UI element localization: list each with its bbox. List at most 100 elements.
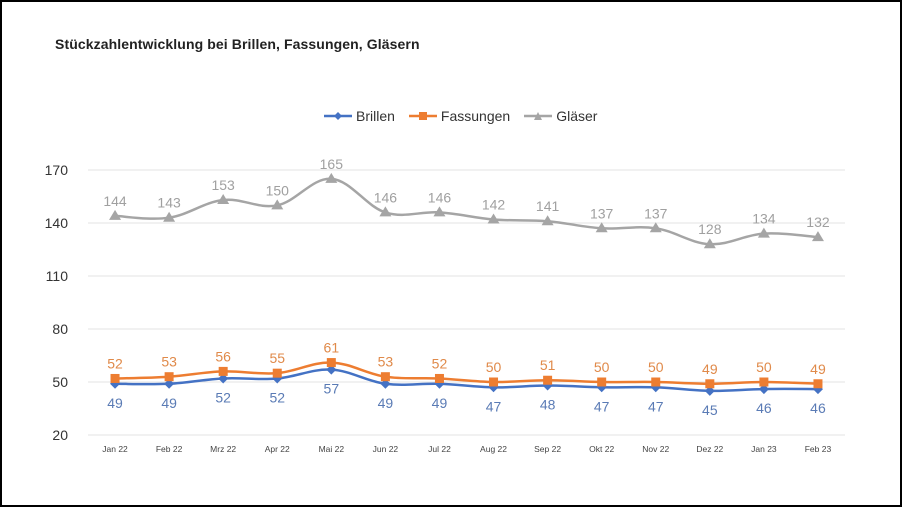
data-label-brillen: 52 xyxy=(215,389,231,405)
data-point-fassungen xyxy=(434,373,444,383)
data-label-fassungen: 49 xyxy=(702,361,718,377)
legend-item-brillen: Brillen xyxy=(324,108,395,124)
x-tick-label: Jun 22 xyxy=(373,444,399,454)
data-point-fassungen xyxy=(651,377,661,387)
data-label-glaeser: 137 xyxy=(590,205,614,221)
y-tick-label: 80 xyxy=(52,321,68,337)
legend-item-glaeser: Gläser xyxy=(524,108,597,124)
data-point-brillen xyxy=(704,385,715,396)
x-tick-label: Dez 22 xyxy=(696,444,723,454)
data-label-brillen: 49 xyxy=(432,395,448,411)
legend: Brillen Fassungen Gläser xyxy=(324,108,597,124)
data-label-glaeser: 165 xyxy=(320,156,344,172)
x-tick-label: Mrz 22 xyxy=(210,444,236,454)
data-point-brillen xyxy=(758,384,769,395)
data-label-glaeser: 153 xyxy=(211,177,235,193)
data-label-brillen: 49 xyxy=(161,395,177,411)
data-label-fassungen: 50 xyxy=(486,359,502,375)
data-label-glaeser: 132 xyxy=(806,214,830,230)
data-point-fassungen xyxy=(759,377,769,387)
data-point-fassungen xyxy=(489,377,499,387)
data-point-glaeser xyxy=(379,206,392,217)
x-tick-label: Feb 22 xyxy=(156,444,183,454)
data-point-fassungen xyxy=(380,372,390,382)
data-label-glaeser: 143 xyxy=(157,195,181,211)
data-point-fassungen xyxy=(164,372,174,382)
data-label-glaeser: 137 xyxy=(644,205,668,221)
series-line-glaeser xyxy=(114,177,819,246)
x-tick-label: Jul 22 xyxy=(428,444,451,454)
data-point-glaeser xyxy=(757,227,770,238)
data-label-glaeser: 146 xyxy=(428,189,452,205)
data-point-fassungen xyxy=(272,368,282,378)
data-point-glaeser xyxy=(541,215,554,226)
data-label-glaeser: 128 xyxy=(698,221,722,237)
x-tick-label: Apr 22 xyxy=(265,444,290,454)
data-label-fassungen: 50 xyxy=(594,359,610,375)
data-label-glaeser: 144 xyxy=(103,193,127,209)
legend-label-glaeser: Gläser xyxy=(556,108,598,124)
chart-title: Stückzahlentwicklung bei Brillen, Fassun… xyxy=(55,36,420,52)
data-point-glaeser xyxy=(703,238,716,249)
data-point-fassungen xyxy=(597,377,607,387)
data-label-brillen: 48 xyxy=(540,397,556,413)
legend-glaeser-marker xyxy=(524,112,553,120)
data-point-glaeser xyxy=(163,211,176,222)
data-point-glaeser xyxy=(109,209,122,220)
y-tick-label: 20 xyxy=(52,427,68,443)
x-tick-label: Sep 22 xyxy=(534,444,561,454)
data-point-brillen xyxy=(380,378,391,389)
legend-brillen-marker xyxy=(324,112,352,120)
data-point-glaeser xyxy=(487,213,500,224)
data-label-brillen: 49 xyxy=(378,395,394,411)
data-label-brillen: 47 xyxy=(648,398,664,414)
data-label-brillen: 45 xyxy=(702,402,718,418)
x-tick-label: Feb 23 xyxy=(805,444,832,454)
x-tick-label: Jan 22 xyxy=(102,444,128,454)
data-point-fassungen xyxy=(813,379,823,389)
legend-fassungen-marker xyxy=(408,112,437,120)
data-point-brillen xyxy=(164,378,175,389)
data-label-brillen: 46 xyxy=(810,400,826,416)
x-tick-label: Nov 22 xyxy=(642,444,669,454)
series-line-fassungen xyxy=(114,361,819,386)
data-label-glaeser: 142 xyxy=(482,196,506,212)
x-tick-label: Okt 22 xyxy=(589,444,614,454)
legend-item-fassungen: Fassungen xyxy=(408,108,511,124)
data-point-glaeser xyxy=(433,206,446,217)
data-label-brillen: 46 xyxy=(756,400,772,416)
y-tick-label: 140 xyxy=(45,215,69,231)
data-point-fassungen xyxy=(218,366,228,376)
y-tick-label: 110 xyxy=(46,268,69,284)
legend-label-fassungen: Fassungen xyxy=(440,108,511,124)
data-label-glaeser: 146 xyxy=(374,189,398,205)
data-label-brillen: 47 xyxy=(486,398,502,414)
data-label-brillen: 52 xyxy=(269,389,285,405)
legend-label-brillen: Brillen xyxy=(356,108,395,124)
data-label-glaeser: 134 xyxy=(752,211,776,227)
data-label-brillen: 57 xyxy=(324,381,340,397)
y-tick-label: 50 xyxy=(52,374,68,390)
data-label-brillen: 49 xyxy=(107,395,123,411)
data-label-fassungen: 56 xyxy=(215,348,231,364)
data-label-fassungen: 52 xyxy=(432,355,448,371)
data-point-glaeser xyxy=(271,199,284,210)
data-label-fassungen: 53 xyxy=(378,354,394,370)
data-label-fassungen: 51 xyxy=(540,357,556,373)
data-label-fassungen: 52 xyxy=(107,355,123,371)
data-label-glaeser: 150 xyxy=(266,182,290,198)
data-point-glaeser xyxy=(811,231,824,242)
data-point-brillen xyxy=(326,364,337,375)
data-point-fassungen xyxy=(543,375,553,385)
data-point-glaeser xyxy=(649,222,662,233)
data-point-fassungen xyxy=(110,373,120,383)
data-label-fassungen: 61 xyxy=(324,340,340,356)
data-point-glaeser xyxy=(595,222,608,233)
data-label-fassungen: 53 xyxy=(161,354,177,370)
data-point-glaeser xyxy=(217,194,230,205)
data-point-brillen xyxy=(218,373,229,384)
x-tick-label: Mai 22 xyxy=(319,444,345,454)
x-tick-label: Aug 22 xyxy=(480,444,507,454)
